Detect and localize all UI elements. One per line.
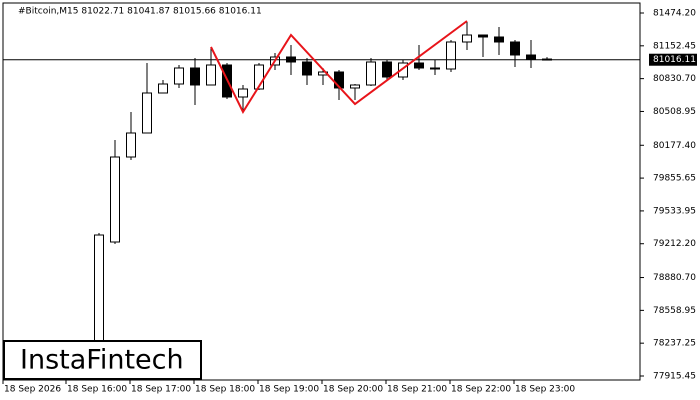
candle-body [302, 61, 312, 76]
candle-body [254, 64, 264, 90]
y-tick-label: 81474.20 [653, 8, 696, 18]
candle-body [126, 132, 136, 158]
x-tick-label: 18 Sep 22:00 [451, 385, 511, 395]
current-price-label: 81016.11 [653, 55, 696, 65]
candle-body [462, 34, 472, 43]
watermark-box [3, 340, 202, 380]
candle-body [350, 84, 360, 89]
x-tick-label: 18 Sep 23:00 [515, 385, 575, 395]
chart-title: #Bitcoin,M15 81022.71 81041.87 81015.66 … [18, 7, 262, 17]
candle-body [366, 61, 376, 86]
y-tick-label: 77915.45 [653, 371, 696, 381]
y-tick-label: 81152.45 [653, 41, 696, 51]
y-tick-label: 78237.25 [653, 339, 696, 349]
y-tick-label: 79855.65 [653, 174, 696, 184]
candle-body [526, 54, 536, 60]
candle-body [174, 67, 184, 85]
candle-body [430, 67, 440, 70]
candle-body [398, 62, 408, 78]
plot-frame [2, 2, 641, 381]
candle-body [110, 156, 120, 243]
candle-body [190, 67, 200, 86]
x-tick-label: 18 Sep 20:00 [323, 385, 383, 395]
watermark: InstaFintech [20, 345, 184, 376]
candle-body [494, 36, 504, 43]
x-tick-label: 18 Sep 2026 [4, 385, 61, 395]
x-tick-label: 18 Sep 19:00 [259, 385, 319, 395]
y-tick-label: 78880.70 [653, 273, 696, 283]
x-tick-label: 18 Sep 21:00 [387, 385, 447, 395]
current-price-box [649, 53, 697, 66]
candle-body [510, 41, 520, 56]
y-tick-label: 79533.95 [653, 206, 696, 216]
x-tick-label: 18 Sep 18:00 [195, 385, 255, 395]
y-tick-label: 80177.40 [653, 141, 696, 151]
candle-body [142, 92, 152, 134]
x-tick-label: 18 Sep 16:00 [67, 385, 127, 395]
candle-body [446, 41, 456, 70]
x-tick-label: 18 Sep 17:00 [131, 385, 191, 395]
candle-body [414, 62, 424, 69]
y-tick-label: 78558.95 [653, 306, 696, 316]
y-tick-label: 79212.20 [653, 239, 696, 249]
candle-body [382, 61, 392, 78]
candle-body [158, 83, 168, 94]
candle-body [238, 88, 248, 98]
y-tick-label: 80508.95 [653, 107, 696, 117]
candle-body [478, 34, 488, 38]
candle-body [206, 64, 216, 86]
y-tick-label: 80830.70 [653, 74, 696, 84]
pattern-line [210, 20, 468, 115]
